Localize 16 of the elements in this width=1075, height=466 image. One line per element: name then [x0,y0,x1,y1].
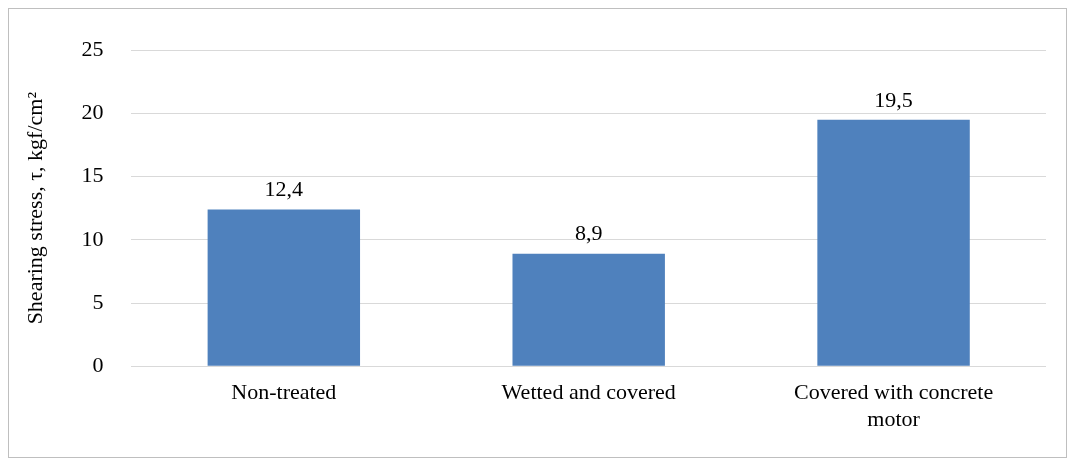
bar [512,253,665,366]
bar [207,209,361,366]
y-axis-title: Shearing stress, τ, kgf/cm² [21,91,47,325]
y-tick-label: 0 [92,351,104,377]
y-tick-label: 15 [81,162,104,188]
data-label: 19,5 [874,86,913,112]
data-label: 12,4 [264,176,304,202]
x-tick-label: Wetted and covered [501,379,676,405]
y-tick-label: 25 [81,35,104,61]
x-tick-label: Covered with concrete motor [794,379,994,431]
bar [817,119,970,366]
data-label: 8,9 [574,220,603,246]
y-tick-label: 5 [92,288,104,314]
y-tick-label: 20 [81,99,104,125]
y-tick-label: 10 [81,225,104,251]
x-tick-label: Non-treated [231,379,337,405]
